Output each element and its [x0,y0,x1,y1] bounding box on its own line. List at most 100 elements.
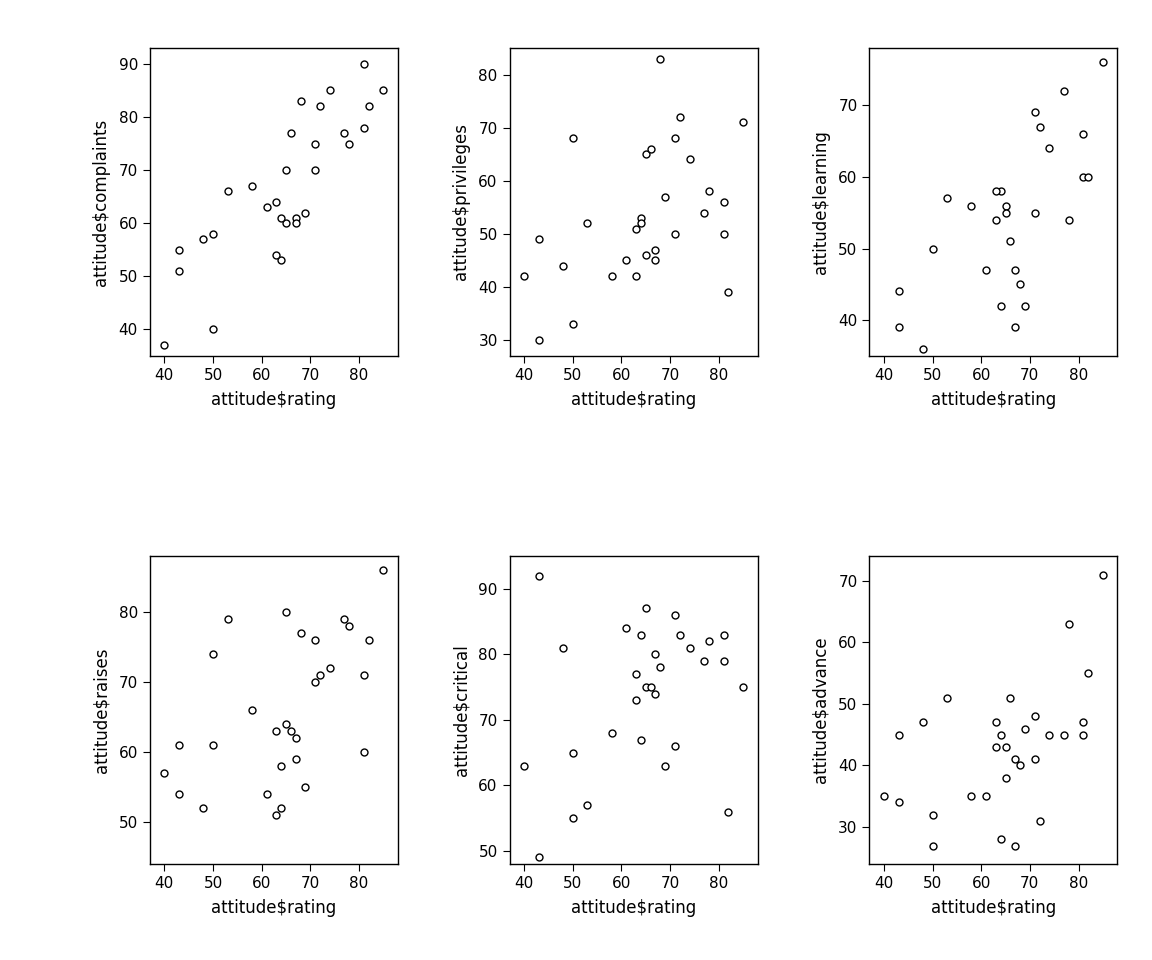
Point [627,269,645,284]
Point [627,221,645,236]
Point [924,355,942,371]
Point [602,726,621,741]
Point [1093,55,1112,70]
Point [276,605,295,620]
Point [986,183,1005,199]
Point [563,317,582,332]
Point [1060,616,1078,632]
Point [515,758,533,774]
Point [938,690,956,706]
Point [719,804,737,819]
Y-axis label: attitude$privileges: attitude$privileges [452,124,470,280]
Point [1079,169,1098,184]
Point [169,737,188,753]
Point [355,667,373,683]
Point [359,99,378,114]
Point [243,703,262,718]
Point [962,198,980,213]
Point [578,215,597,230]
Point [1025,105,1044,120]
Point [335,612,354,627]
Point [1040,140,1059,156]
X-axis label: attitude$rating: attitude$rating [211,391,336,409]
Point [287,210,305,226]
Point [666,227,684,242]
Point [627,692,645,708]
Point [1016,721,1034,736]
Point [992,299,1010,314]
Point [563,810,582,826]
Point [924,241,942,256]
Point [219,183,237,199]
Point [1079,665,1098,681]
Point [617,620,636,636]
Point [340,136,358,152]
Point [359,633,378,648]
Point [631,732,650,747]
Point [714,227,733,242]
Point [530,850,548,865]
Point [287,215,305,230]
Point [515,269,533,284]
Point [204,322,222,337]
Point [699,183,718,199]
Point [914,341,932,356]
Point [169,242,188,257]
Point [734,114,752,130]
Point [276,716,295,732]
Point [306,674,325,689]
Point [719,284,737,300]
Point [889,795,908,810]
Point [374,563,393,578]
Point [204,646,222,661]
Point [1040,727,1059,742]
Point [355,744,373,759]
Point [296,780,314,795]
Point [1055,84,1074,99]
Point [169,263,188,278]
X-axis label: attitude$rating: attitude$rating [211,900,336,917]
Y-axis label: attitude$complaints: attitude$complaints [92,118,111,285]
Point [1055,727,1074,742]
Point [1093,566,1112,582]
Point [1006,838,1024,853]
Point [281,723,300,738]
Point [194,231,212,247]
Point [578,798,597,813]
Point [1074,714,1092,730]
Point [996,205,1015,221]
Point [637,601,655,616]
Point [924,807,942,823]
Point [563,131,582,146]
Point [1001,233,1020,249]
Point [554,258,573,274]
Point [986,212,1005,228]
Point [714,194,733,209]
Point [889,320,908,335]
Point [670,109,689,125]
Point [666,738,684,754]
Y-axis label: attitude$advance: attitude$advance [812,636,829,783]
Point [874,405,893,420]
Point [646,242,665,257]
Point [355,57,373,72]
Point [996,198,1015,213]
Point [204,227,222,242]
Point [631,215,650,230]
Point [986,739,1005,755]
Point [734,680,752,695]
Point [243,179,262,194]
Point [637,248,655,263]
Point [296,204,314,220]
Point [642,141,660,156]
Point [924,838,942,853]
Point [681,152,699,167]
Point [374,83,393,98]
Point [681,640,699,656]
Point [996,739,1015,755]
Point [1060,212,1078,228]
Point [267,194,286,209]
Point [637,680,655,695]
Point [938,191,956,206]
Point [714,627,733,642]
